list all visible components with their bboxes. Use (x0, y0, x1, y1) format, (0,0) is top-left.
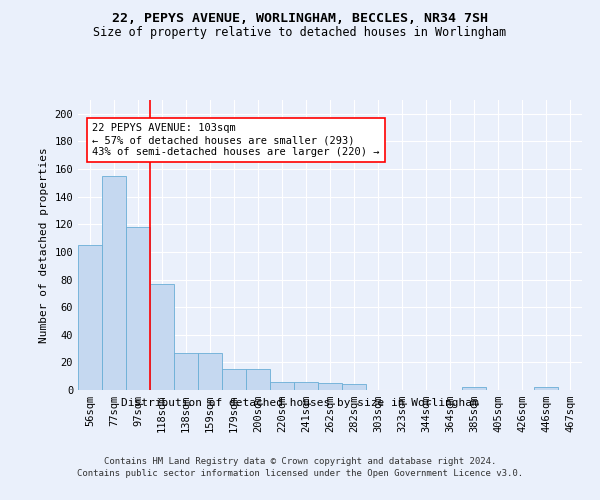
Text: 22, PEPYS AVENUE, WORLINGHAM, BECCLES, NR34 7SH: 22, PEPYS AVENUE, WORLINGHAM, BECCLES, N… (112, 12, 488, 26)
Bar (222, 370, 246, 390)
Bar (534, 387, 558, 390)
Bar (342, 384, 366, 390)
Y-axis label: Number of detached properties: Number of detached properties (39, 147, 49, 343)
Text: Distribution of detached houses by size in Worlingham: Distribution of detached houses by size … (121, 398, 479, 407)
Text: Size of property relative to detached houses in Worlingham: Size of property relative to detached ho… (94, 26, 506, 39)
Bar (126, 227, 150, 390)
Bar (246, 370, 270, 390)
Bar (102, 176, 126, 390)
Bar (462, 387, 486, 390)
Bar (174, 352, 198, 390)
Bar (150, 284, 174, 390)
Bar (318, 383, 342, 390)
Text: 22 PEPYS AVENUE: 103sqm
← 57% of detached houses are smaller (293)
43% of semi-d: 22 PEPYS AVENUE: 103sqm ← 57% of detache… (92, 124, 379, 156)
Bar (198, 352, 222, 390)
Text: Contains public sector information licensed under the Open Government Licence v3: Contains public sector information licen… (77, 469, 523, 478)
Bar (270, 382, 294, 390)
Text: Contains HM Land Registry data © Crown copyright and database right 2024.: Contains HM Land Registry data © Crown c… (104, 458, 496, 466)
Bar (78, 245, 102, 390)
Bar (294, 382, 318, 390)
